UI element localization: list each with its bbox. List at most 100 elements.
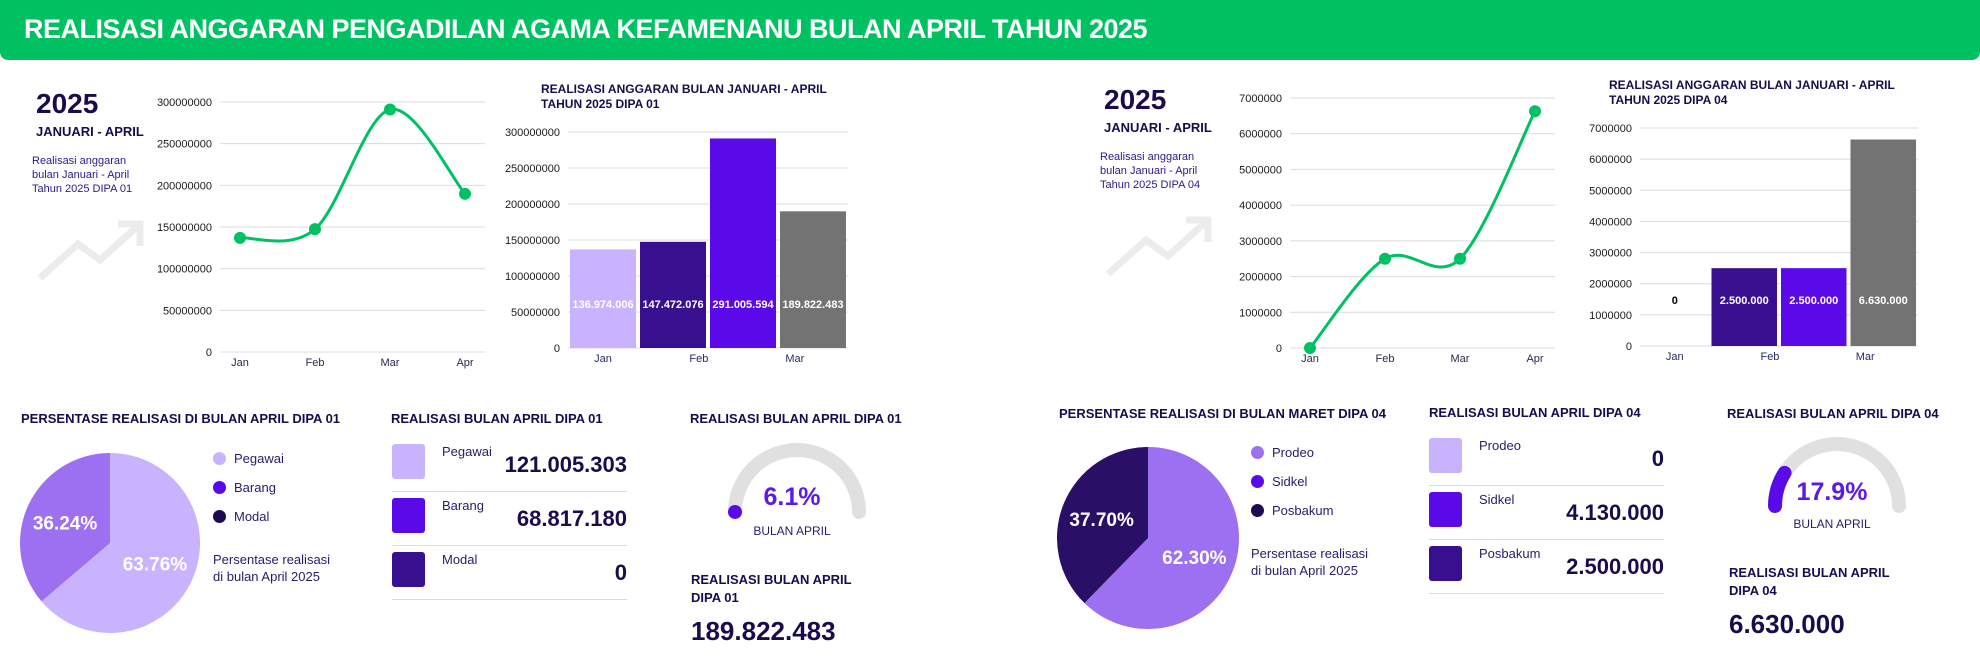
x-tick-label: Jan (594, 353, 612, 365)
y-tick-label: 0 (554, 343, 560, 355)
y-tick-label: 2000000 (1239, 272, 1282, 284)
bar-data-label: 2.500.000 (1789, 295, 1838, 307)
pie-slice-label: 37.70% (1069, 510, 1134, 531)
line-chart-dipa01: 0 50000000 100000000 150000000 200000000 2500… (157, 97, 485, 369)
y-tick-label: 0 (1276, 343, 1282, 355)
pie-slice (1084, 447, 1239, 629)
pie-slice-label: 36.24% (33, 513, 98, 534)
legend-swatch (1251, 504, 1264, 517)
x-tick-label: Mar (1451, 353, 1470, 365)
bar (710, 138, 776, 348)
pie-note-dipa04: Persentase realisasi di bulan April 2025 (1251, 546, 1369, 578)
bar (1781, 268, 1847, 346)
y-tick-label: 4000000 (1239, 200, 1282, 212)
list-label: Pegawai (442, 444, 492, 459)
bar-data-label: 147.472.076 (642, 299, 703, 311)
gauge-title-dipa04: REALISASI BULAN APRIL DIPA 04 (1727, 406, 1939, 421)
y-tick-label: 1000000 (1239, 307, 1282, 319)
pie-slice (20, 453, 110, 602)
list-swatch (392, 552, 425, 587)
list-row: Barang 68.817.180 (392, 492, 627, 546)
x-tick-label: Feb (1376, 353, 1395, 365)
data-point (1304, 342, 1316, 354)
data-point (459, 187, 471, 200)
y-tick-label: 6000000 (1239, 129, 1282, 141)
list-value: 121.005.303 (504, 452, 627, 477)
list-swatch (392, 498, 425, 533)
x-tick-label: Apr (1526, 353, 1543, 365)
legend-item: Pegawai (213, 444, 284, 473)
list-value: 0 (614, 560, 627, 585)
trend-arrow-icon (37, 220, 144, 281)
legend-item: Modal (213, 502, 284, 531)
pie-title-dipa01: PERSENTASE REALISASI DI BULAN APRIL DIPA… (21, 411, 341, 426)
y-tick-label: 200000000 (157, 180, 212, 192)
gauge-sub-dipa01: BULAN APRIL (753, 524, 831, 538)
list-swatch (1429, 546, 1462, 581)
gauge-value-dipa01: 6.1% (763, 483, 821, 511)
list-title-dipa01: REALISASI BULAN APRIL DIPA 01 (391, 411, 603, 426)
y-tick-label: 50000000 (511, 307, 560, 319)
list-label: Barang (442, 498, 484, 513)
pie-slice (1057, 447, 1148, 604)
y-tick-label: 5000000 (1239, 164, 1282, 176)
legend-item: Barang (213, 473, 284, 502)
description-dipa04: Realisasi anggaran bulan Januari - April… (1100, 151, 1201, 191)
legend-item: Prodeo (1251, 438, 1333, 467)
line-chart-dipa04: 0 1000000 2000000 3000000 4000000 5000000 6000… (1239, 93, 1555, 365)
bar (640, 241, 706, 348)
x-tick-label: Mar (785, 353, 804, 365)
legend-swatch (213, 452, 226, 465)
y-tick-label: 150000000 (157, 222, 212, 234)
list-value: 4.130.000 (1566, 500, 1664, 525)
list-label: Prodeo (1479, 438, 1521, 453)
y-tick-label: 7000000 (1589, 123, 1632, 135)
y-tick-label: 4000000 (1589, 216, 1632, 228)
bar-data-label: 6.630.000 (1859, 295, 1908, 307)
list-value: 0 (1651, 446, 1664, 471)
data-point (309, 223, 321, 236)
x-tick-label: Mar (1856, 351, 1875, 363)
y-tick-label: 6000000 (1589, 154, 1632, 166)
data-point (1379, 252, 1391, 265)
bar-data-label: 291.005.594 (712, 299, 774, 311)
y-tick-label: 200000000 (505, 199, 560, 211)
legend-item: Posbakum (1251, 496, 1333, 525)
x-tick-label: Feb (306, 357, 325, 369)
pie-legend-dipa01: Pegawai Barang Modal (213, 444, 284, 531)
x-tick-label: Apr (456, 357, 473, 369)
y-tick-label: 100000000 (157, 264, 212, 276)
legend-swatch (213, 481, 226, 494)
data-point (234, 231, 246, 244)
bar (570, 249, 636, 348)
bar (1850, 139, 1916, 346)
pie-slice-label: 63.76% (123, 555, 188, 576)
y-tick-label: 0 (206, 347, 212, 359)
y-tick-label: 5000000 (1589, 185, 1632, 197)
y-tick-label: 150000000 (505, 235, 560, 247)
pie-legend-dipa04: Prodeo Sidkel Posbakum (1251, 438, 1333, 525)
total-title-dipa01: REALISASI BULAN APRIL DIPA 01 (691, 572, 852, 605)
list-row: Modal 0 (392, 546, 627, 600)
x-tick-label: Jan (1666, 351, 1684, 363)
y-tick-label: 0 (1626, 341, 1632, 353)
gauge-fill (728, 504, 742, 519)
list-swatch (1429, 492, 1462, 527)
year-label-dipa01: 2025 (36, 88, 99, 119)
gauge-title-dipa01: REALISASI BULAN APRIL DIPA 01 (690, 411, 902, 426)
list-swatch (392, 444, 425, 479)
total-title-dipa04: REALISASI BULAN APRIL DIPA 04 (1729, 565, 1890, 598)
pie-slice-label: 62.30% (1162, 548, 1227, 569)
bar (780, 211, 846, 348)
y-tick-label: 300000000 (505, 127, 560, 139)
y-tick-label: 50000000 (163, 305, 212, 317)
pie-chart-dipa01: 63.76% 36.24% (20, 453, 200, 633)
series-line (239, 107, 467, 243)
y-tick-label: 250000000 (505, 163, 560, 175)
page-title: REALISASI ANGGARAN PENGADILAN AGAMA KEFA… (24, 14, 1148, 44)
pie-slice (41, 453, 200, 633)
data-point (1529, 105, 1541, 118)
legend-swatch (213, 510, 226, 523)
list-row: Posbakum 2.500.000 (1429, 540, 1664, 594)
pie-note-dipa01: Persentase realisasi di bulan April 2025 (213, 552, 331, 584)
